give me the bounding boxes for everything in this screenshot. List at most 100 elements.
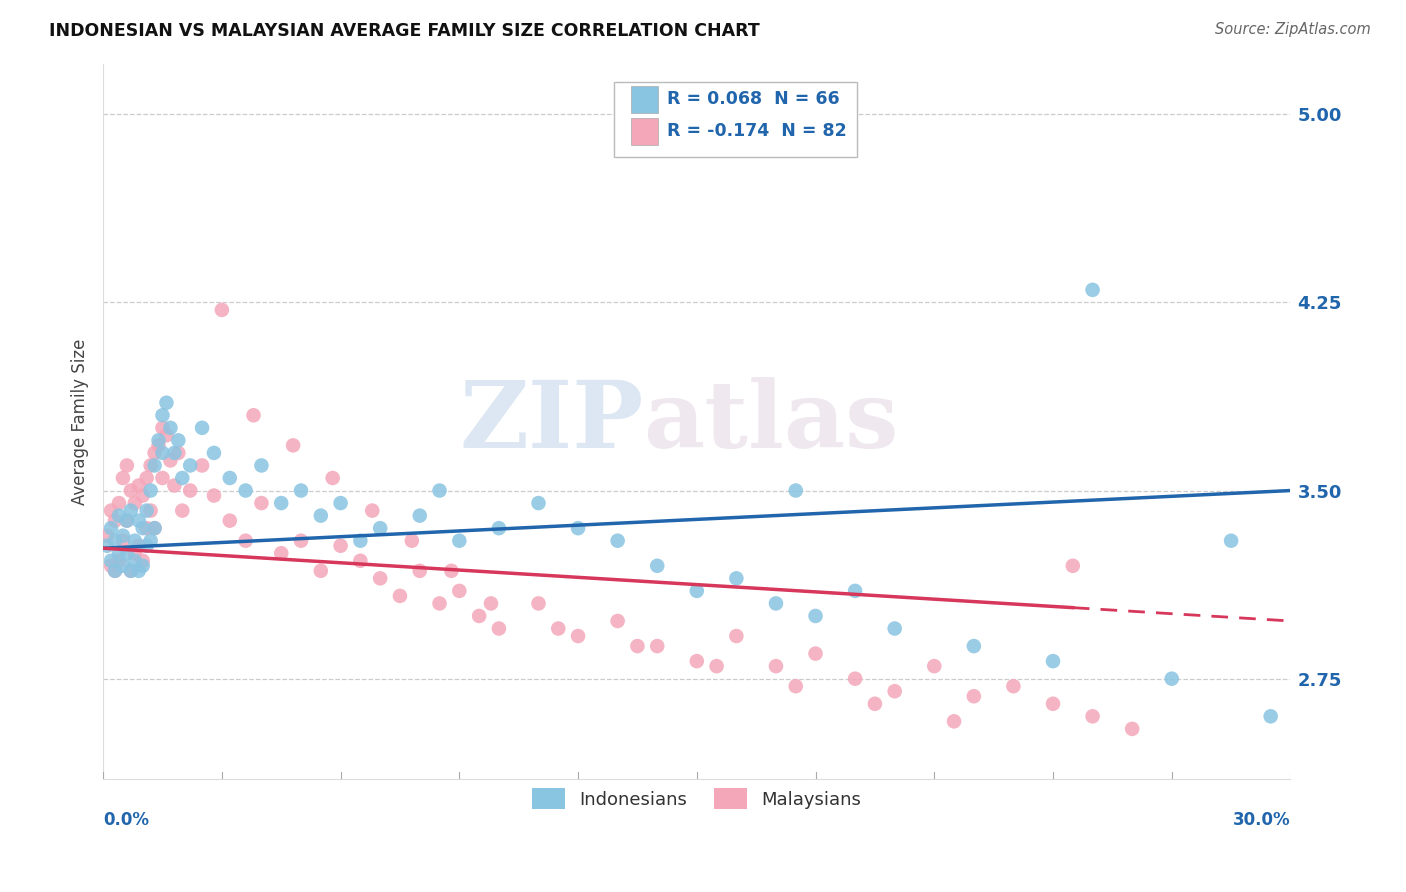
Point bbox=[100, 503, 122, 517]
Point bbox=[211, 302, 233, 317]
Point bbox=[242, 409, 264, 423]
Point bbox=[135, 471, 157, 485]
Point bbox=[409, 508, 432, 523]
Point bbox=[202, 489, 225, 503]
Point bbox=[401, 533, 423, 548]
Point bbox=[686, 583, 709, 598]
Point bbox=[139, 533, 162, 548]
Text: INDONESIAN VS MALAYSIAN AVERAGE FAMILY SIZE CORRELATION CHART: INDONESIAN VS MALAYSIAN AVERAGE FAMILY S… bbox=[49, 22, 761, 40]
Point bbox=[883, 622, 905, 636]
Point bbox=[250, 496, 273, 510]
Point bbox=[152, 446, 174, 460]
Point bbox=[131, 489, 153, 503]
Point bbox=[235, 483, 257, 498]
Point bbox=[290, 533, 312, 548]
Point bbox=[329, 496, 352, 510]
Point bbox=[686, 654, 709, 668]
Point bbox=[606, 614, 628, 628]
Point bbox=[100, 521, 122, 535]
Point bbox=[111, 529, 134, 543]
Point bbox=[135, 539, 157, 553]
Point bbox=[725, 571, 748, 585]
Point bbox=[1081, 709, 1104, 723]
Bar bbox=[631, 86, 658, 112]
Point bbox=[567, 521, 589, 535]
Point bbox=[270, 546, 292, 560]
Point bbox=[135, 521, 157, 535]
Legend: Indonesians, Malaysians: Indonesians, Malaysians bbox=[526, 781, 869, 816]
Point bbox=[139, 503, 162, 517]
Point bbox=[152, 421, 174, 435]
Point bbox=[329, 539, 352, 553]
Point bbox=[131, 554, 153, 568]
Point bbox=[167, 446, 190, 460]
Point bbox=[124, 496, 146, 510]
Point bbox=[645, 558, 668, 573]
Point bbox=[844, 672, 866, 686]
Point bbox=[104, 514, 127, 528]
Point bbox=[479, 596, 502, 610]
Point bbox=[120, 564, 142, 578]
Point bbox=[368, 521, 391, 535]
Point bbox=[488, 521, 510, 535]
Point bbox=[128, 539, 150, 553]
Point bbox=[290, 483, 312, 498]
Point bbox=[409, 564, 432, 578]
Point bbox=[139, 458, 162, 473]
Point bbox=[128, 564, 150, 578]
Point bbox=[725, 629, 748, 643]
Point bbox=[1160, 672, 1182, 686]
Point bbox=[547, 622, 569, 636]
Point bbox=[922, 659, 945, 673]
Point bbox=[100, 554, 122, 568]
Text: atlas: atlas bbox=[644, 376, 898, 467]
Point bbox=[115, 514, 138, 528]
Text: ZIP: ZIP bbox=[460, 376, 644, 467]
Text: 0.0%: 0.0% bbox=[103, 811, 149, 830]
Point bbox=[309, 508, 332, 523]
Point bbox=[527, 596, 550, 610]
Point bbox=[143, 521, 166, 535]
Point bbox=[131, 521, 153, 535]
Point bbox=[111, 533, 134, 548]
Point bbox=[963, 639, 986, 653]
Point bbox=[322, 471, 344, 485]
Point bbox=[104, 564, 127, 578]
Point bbox=[108, 546, 131, 560]
Point bbox=[488, 622, 510, 636]
Point bbox=[143, 458, 166, 473]
Point bbox=[159, 453, 181, 467]
Point bbox=[449, 533, 471, 548]
Point bbox=[139, 483, 162, 498]
Point bbox=[804, 647, 827, 661]
Point bbox=[115, 458, 138, 473]
Point bbox=[567, 629, 589, 643]
Point bbox=[1002, 679, 1025, 693]
Point bbox=[108, 554, 131, 568]
Point bbox=[1121, 722, 1143, 736]
Point bbox=[429, 483, 451, 498]
Point bbox=[388, 589, 411, 603]
Point bbox=[785, 679, 807, 693]
Point bbox=[527, 496, 550, 510]
Point bbox=[943, 714, 966, 729]
Point bbox=[172, 471, 194, 485]
Point bbox=[179, 483, 201, 498]
Point bbox=[1042, 697, 1064, 711]
Point bbox=[148, 438, 170, 452]
Bar bbox=[631, 118, 658, 145]
Point bbox=[104, 564, 127, 578]
Point bbox=[96, 529, 118, 543]
Point bbox=[115, 514, 138, 528]
Point bbox=[128, 478, 150, 492]
Point bbox=[163, 446, 186, 460]
Point bbox=[1081, 283, 1104, 297]
Point bbox=[785, 483, 807, 498]
Point bbox=[191, 458, 214, 473]
Point bbox=[765, 596, 787, 610]
Point bbox=[429, 596, 451, 610]
Text: R = 0.068  N = 66: R = 0.068 N = 66 bbox=[666, 90, 839, 108]
Text: Source: ZipAtlas.com: Source: ZipAtlas.com bbox=[1215, 22, 1371, 37]
Point bbox=[235, 533, 257, 548]
Point bbox=[645, 639, 668, 653]
